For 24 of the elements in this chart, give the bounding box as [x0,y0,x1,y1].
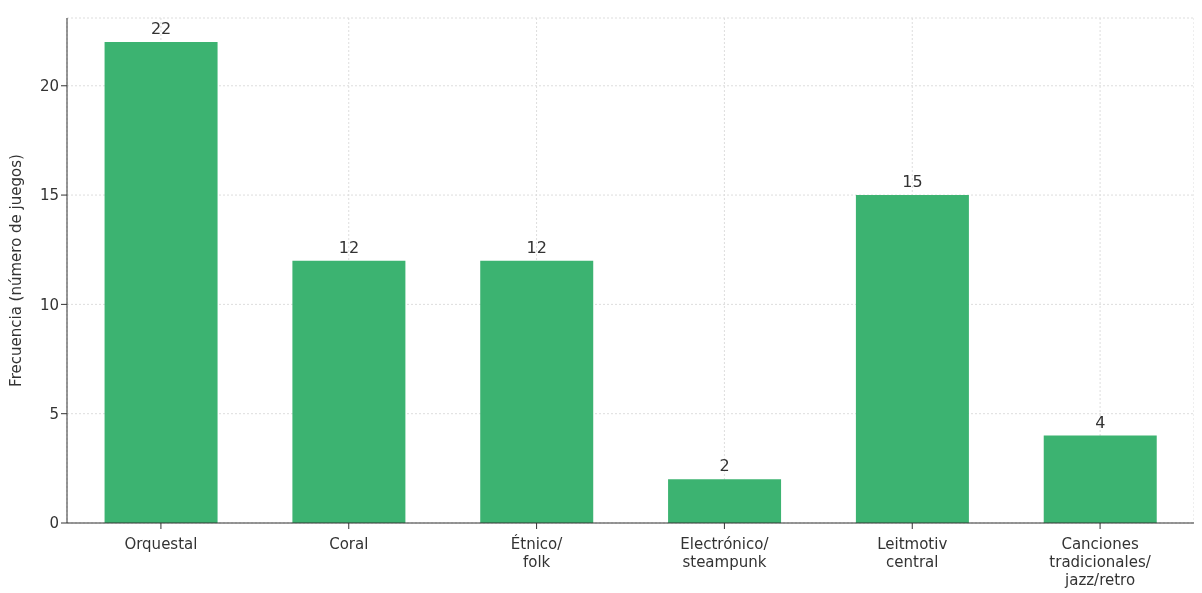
bar [1043,435,1157,523]
bar [668,479,782,523]
bar [104,42,218,523]
y-tick-label: 20 [39,77,59,96]
bar [480,260,594,523]
data-label: 22 [150,19,172,39]
bar [292,260,406,523]
y-tick-label: 15 [39,186,59,205]
data-label: 12 [338,237,360,257]
y-tick-label: 0 [49,514,59,533]
x-tick-label: Canciones tradicionales/ jazz/retro [1049,535,1152,589]
data-label: 2 [719,456,730,476]
x-tick-label: Étnico/ folk [510,534,564,571]
y-tick-label: 10 [39,295,59,314]
x-tick-label: Electrónico/ steampunk [680,535,770,571]
bar [855,195,969,523]
x-tick-label: Leitmotiv central [877,535,948,571]
data-label: 4 [1095,412,1106,432]
data-label: 12 [526,237,547,257]
x-tick-label: Orquestal [124,535,198,553]
y-tick-label: 5 [49,405,59,424]
x-tick-label: Coral [329,535,369,553]
y-axis-title: Frecuencia (número de juegos) [7,154,26,387]
data-label: 15 [902,172,923,192]
